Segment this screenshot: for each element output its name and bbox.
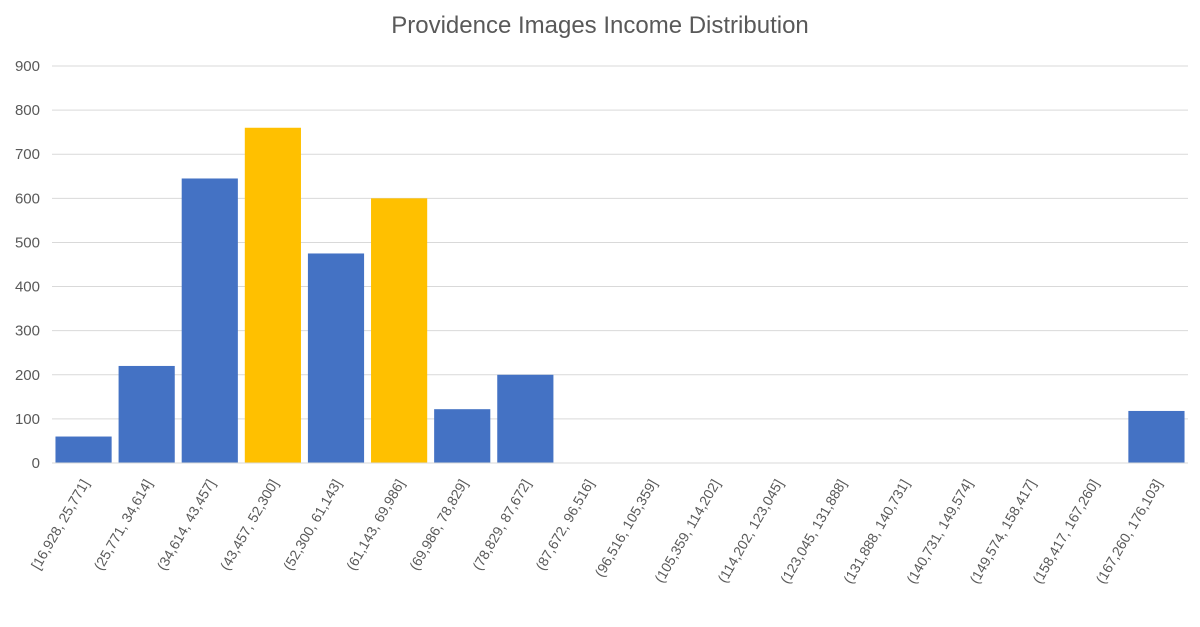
chart-title: Providence Images Income Distribution <box>391 12 809 39</box>
x-axis: [16,928, 25,771](25,771, 34,614](34,614,… <box>28 477 1165 587</box>
x-tick-label: (34,614, 43,457] <box>154 477 219 573</box>
y-tick-label: 400 <box>15 279 40 296</box>
x-tick-label: (61,143, 69,986] <box>343 477 408 573</box>
y-axis: 0 100 200 300 400 500 600 700 800 900 <box>15 58 40 472</box>
x-tick-label: (87,672, 96,516] <box>532 477 597 573</box>
bar <box>1128 410 1185 463</box>
x-tick-label: (69,986, 78,829] <box>406 477 471 573</box>
x-tick-label: (105,359, 114,202] <box>651 477 723 586</box>
x-tick-label: (114,202, 123,045] <box>714 477 786 586</box>
y-tick-label: 500 <box>15 234 40 251</box>
x-tick-label: (25,771, 34,614] <box>90 477 155 573</box>
x-tick-label: (96,516, 105,359] <box>591 477 660 580</box>
y-tick-label: 300 <box>15 323 40 340</box>
y-tick-label: 700 <box>15 146 40 163</box>
bar <box>371 198 428 464</box>
y-tick-label: 800 <box>15 102 40 119</box>
bar <box>307 253 365 463</box>
x-tick-label: [16,928, 25,771] <box>28 477 92 573</box>
y-tick-label: 900 <box>15 58 40 75</box>
bar <box>244 127 301 463</box>
x-tick-label: (78,829, 87,672] <box>469 477 534 573</box>
y-tick-label: 0 <box>32 455 40 472</box>
bar <box>497 374 554 463</box>
gridlines <box>52 65 1188 420</box>
bar <box>55 436 112 463</box>
x-tick-label: (131,888, 140,731] <box>840 477 913 587</box>
x-tick-label: (140,731, 149,574] <box>903 477 976 587</box>
x-tick-label: (123,045, 131,888] <box>777 477 850 587</box>
bar <box>181 178 238 463</box>
bars <box>55 127 1185 464</box>
bar <box>118 365 175 463</box>
bar <box>434 409 491 463</box>
y-tick-label: 100 <box>15 411 40 428</box>
y-tick-label: 200 <box>15 367 40 384</box>
x-tick-label: (158,417, 167,260] <box>1029 477 1102 587</box>
x-tick-label: (167,260, 176,103] <box>1092 477 1165 587</box>
x-tick-label: (52,300, 61,143] <box>280 477 345 573</box>
y-tick-label: 600 <box>15 190 40 207</box>
x-tick-label: (43,457, 52,300] <box>217 477 282 573</box>
x-tick-label: (149,574, 158,417] <box>966 477 1039 587</box>
